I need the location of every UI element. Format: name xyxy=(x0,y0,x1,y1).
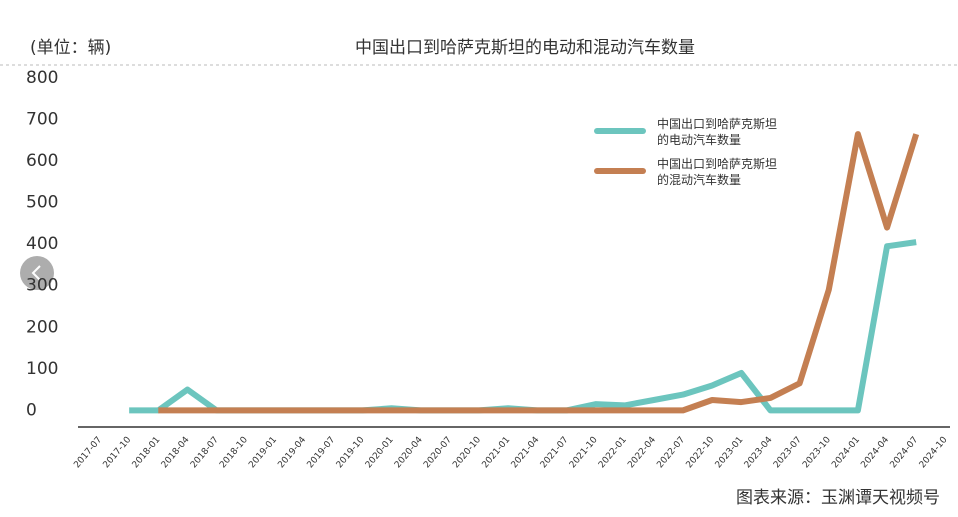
x-tick-label: 2017-07 xyxy=(72,435,104,470)
y-tick-label: 200 xyxy=(26,317,58,337)
x-tick-label: 2021-10 xyxy=(568,435,600,470)
x-tick-label: 2020-10 xyxy=(451,435,483,470)
x-tick-label: 2020-01 xyxy=(364,435,396,470)
y-tick-label: 800 xyxy=(26,68,58,88)
y-tick-label: 600 xyxy=(26,151,58,171)
y-tick-label: 300 xyxy=(26,276,58,296)
x-tick-label: 2021-01 xyxy=(480,435,512,470)
x-tick-label: 2023-01 xyxy=(714,435,746,470)
x-tick-label: 2023-04 xyxy=(743,435,775,470)
x-tick-label: 2019-07 xyxy=(306,435,338,470)
y-tick-label: 100 xyxy=(26,359,58,379)
x-tick-label: 2018-01 xyxy=(131,435,163,470)
source: 图表来源：玉渊谭天视频号 xyxy=(736,488,940,508)
x-tick-label: 2022-10 xyxy=(685,435,717,470)
legend-label: 中国出口到哈萨克斯坦的混动汽车数量 xyxy=(657,156,777,187)
x-tick-label: 2023-10 xyxy=(801,435,833,470)
x-tick-label: 2018-04 xyxy=(160,435,192,470)
x-tick-label: 2020-07 xyxy=(422,435,454,470)
x-tick-label: 2023-07 xyxy=(772,435,804,470)
x-tick-label: 2022-07 xyxy=(655,435,687,470)
y-tick-label: 0 xyxy=(26,400,37,420)
x-tick-label: 2021-04 xyxy=(510,435,542,470)
x-tick-label: 2022-01 xyxy=(597,435,629,470)
y-tick-label: 700 xyxy=(26,110,58,130)
series-line xyxy=(158,131,920,414)
x-tick-label: 2019-04 xyxy=(276,435,308,470)
legend-label: 中国出口到哈萨克斯坦的电动汽车数量 xyxy=(657,116,777,147)
x-tick-label: 2024-10 xyxy=(918,435,950,470)
x-tick-label: 2020-04 xyxy=(393,435,425,470)
prev-button[interactable] xyxy=(20,256,54,290)
y-tick-label: 500 xyxy=(26,193,58,213)
prev-icon[interactable] xyxy=(31,265,41,281)
x-tick-label: 2024-04 xyxy=(859,435,891,470)
prev-button-bg[interactable] xyxy=(20,256,54,290)
x-tick-label: 2022-04 xyxy=(626,435,658,470)
x-tick-label: 2021-07 xyxy=(539,435,571,470)
x-tick-label: 2018-10 xyxy=(218,435,250,470)
x-tick-label: 2024-07 xyxy=(889,435,921,470)
unit-label: (单位：辆) xyxy=(30,38,111,58)
x-tick-label: 2018-07 xyxy=(189,435,221,470)
y-tick-label: 400 xyxy=(26,234,58,254)
x-tick-label: 2017-10 xyxy=(102,435,134,470)
x-tick-label: 2019-10 xyxy=(335,435,367,470)
chart-title: 中国出口到哈萨克斯坦的电动和混动汽车数量 xyxy=(355,38,695,58)
x-tick-label: 2024-01 xyxy=(830,435,862,470)
x-tick-label: 2019-01 xyxy=(247,435,279,470)
